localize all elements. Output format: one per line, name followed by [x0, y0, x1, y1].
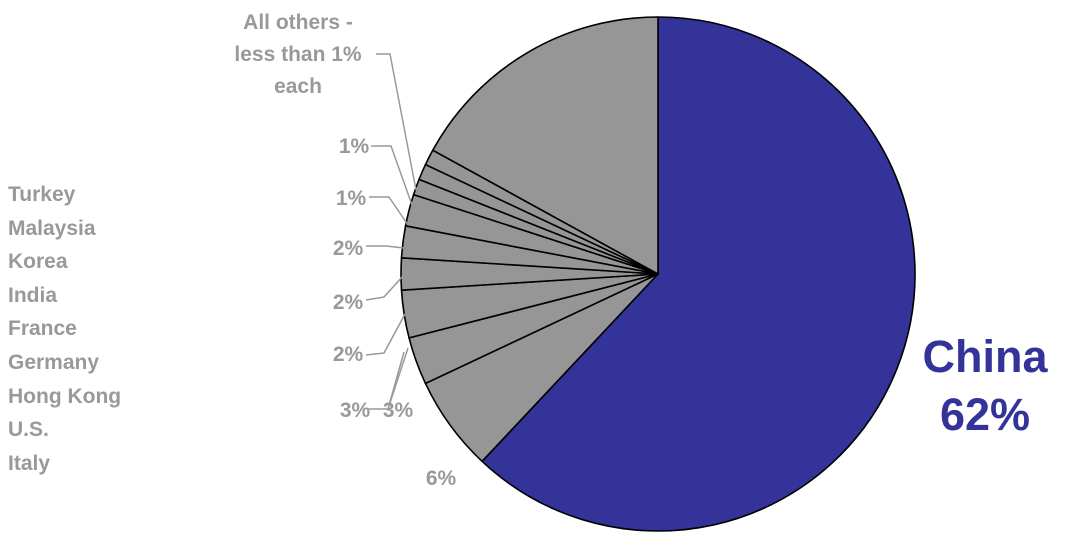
leader-line-germany	[365, 313, 406, 356]
country-list-item: France	[8, 317, 77, 341]
country-list-item: U.S.	[8, 418, 49, 442]
country-list-item: Turkey	[8, 183, 76, 206]
data-label-china: China 62%	[922, 331, 1048, 440]
pie-slice-china	[481, 16, 916, 532]
leader-line-malaysia	[369, 196, 409, 226]
leader-line-india	[366, 245, 405, 249]
data-label-turkey: 1%	[339, 135, 370, 158]
country-list-item: Italy	[8, 451, 51, 475]
pie-slice-all-others	[431, 16, 659, 275]
country-list-item: Hong Kong	[8, 384, 122, 408]
data-label-france: 2%	[333, 291, 364, 314]
data-label-germany: 2%	[333, 343, 364, 366]
country-list: Turkey Malaysia Korea India France Germa…	[8, 178, 121, 480]
leader-line-france	[365, 275, 404, 301]
leader-line-all-others	[376, 53, 417, 191]
data-label-u-s-: 3%	[340, 399, 371, 422]
country-list-item: Korea	[8, 250, 68, 274]
data-label-malaysia: 1%	[336, 187, 367, 210]
country-list-item: Germany	[8, 350, 100, 374]
data-label-italy: 6%	[426, 467, 457, 490]
leader-line-hong-kong	[387, 347, 409, 410]
data-label-hong-kong: 3%	[383, 399, 414, 422]
leader-line-turkey	[371, 145, 413, 206]
data-label-all-others: All others -less than 1% each	[234, 11, 362, 98]
country-list-item: Malaysia	[8, 216, 96, 240]
country-list-item: India	[8, 283, 58, 307]
data-label-india: 2%	[333, 237, 364, 260]
